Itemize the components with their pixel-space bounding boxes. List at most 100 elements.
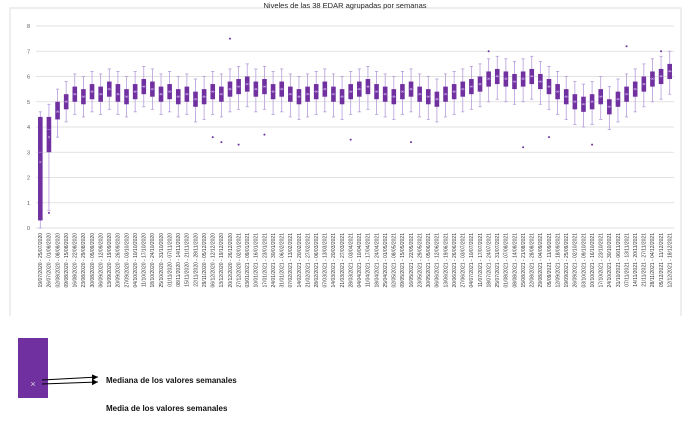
mean-x-marker: × [254,87,257,93]
mean-x-marker: × [73,92,76,98]
mean-x-marker: × [134,89,137,95]
mean-x-marker: × [306,92,309,98]
mean-x-marker: × [211,89,214,95]
x-tick-label: 06/12/2020 - 12/12/2020 [211,233,217,288]
mean-x-marker: × [608,105,611,111]
x-tick-label: 04/07/2021 - 10/07/2021 [469,233,475,288]
y-tick-label: 2 [27,176,30,182]
mean-x-marker: × [513,79,516,85]
x-tick-label: 03/10/2021 - 09/10/2021 [581,233,587,288]
x-tick-label: 19/07/2020 - 25/07/2020 [38,233,44,288]
x-tick-label: 14/11/2021 - 20/11/2021 [633,233,639,287]
mean-x-marker: × [496,74,499,80]
mean-x-marker: × [582,102,585,108]
x-tick-label: 08/11/2020 - 14/11/2020 [176,233,182,287]
mean-x-marker: × [289,92,292,98]
mean-x-marker: × [470,84,473,90]
mean-x-marker: × [573,99,576,105]
mean-x-marker: × [591,99,594,105]
x-tick-label: 25/10/2020 - 31/10/2020 [159,233,165,288]
mean-x-marker: × [203,94,206,100]
chart-frame [9,7,682,316]
x-tick-label: 27/06/2021 - 03/07/2021 [461,233,467,288]
x-tick-label: 25/07/2021 - 31/07/2021 [495,233,501,288]
outlier-point [547,136,550,139]
x-tick-label: 24/10/2021 - 30/10/2021 [607,233,613,288]
mean-x-marker: × [194,97,197,103]
mean-x-marker: × [91,89,94,95]
mean-x-marker: × [237,84,240,90]
mean-x-marker: × [556,89,559,95]
x-tick-label: 18/10/2020 - 24/10/2020 [150,233,156,288]
mean-x-marker: × [616,97,619,103]
mean-x-marker: × [358,87,361,93]
mean-x-marker: × [599,94,602,100]
mean-x-marker: × [366,84,369,90]
mean-x-marker: × [246,82,249,88]
mean-x-marker: × [280,87,283,93]
mean-x-marker: × [444,92,447,98]
x-tick-label: 16/05/2021 - 22/05/2021 [409,233,415,288]
mean-x-marker: × [392,94,395,100]
x-tick-label: 18/07/2021 - 24/07/2021 [486,233,492,288]
x-tick-label: 13/12/2020 - 19/12/2020 [219,233,225,288]
outlier-point [487,50,490,53]
x-tick-label: 26/07/2020 - 01/08/2020 [47,233,53,288]
x-tick-label: 01/11/2020 - 07/11/2020 [167,233,173,287]
mean-x-marker: × [177,94,180,100]
mean-x-marker: × [539,79,542,85]
x-tick-label: 21/11/2021 - 27/11/2021 [642,233,648,287]
outlier-point [349,138,352,141]
x-tick-label: 11/04/2021 - 17/04/2021 [366,233,372,287]
x-tick-label: 04/10/2020 - 10/10/2020 [133,233,139,288]
x-tick-label: 12/12/2021 - 18/12/2021 [667,233,673,288]
x-tick-label: 22/08/2021 - 28/08/2021 [530,233,536,288]
x-tick-label: 21/02/2021 - 27/02/2021 [305,233,311,288]
x-tick-label: 14/02/2021 - 20/02/2021 [297,233,303,288]
x-tick-label: 09/08/2020 - 15/08/2020 [64,233,70,288]
outlier-point [211,136,214,139]
x-tick-label: 02/05/2021 - 08/05/2021 [392,233,398,288]
x-tick-label: 23/05/2021 - 29/05/2021 [417,233,423,288]
x-tick-label: 01/08/2021 - 07/08/2021 [504,233,510,288]
x-tick-label: 20/09/2020 - 26/09/2020 [116,233,122,288]
x-tick-label: 23/08/2020 - 29/08/2020 [81,233,87,288]
mean-x-marker: × [99,92,102,98]
mean-x-marker: × [453,89,456,95]
y-tick-label: 5 [27,100,30,106]
mean-x-marker: × [427,94,430,100]
mean-x-marker: × [151,87,154,93]
outlier-point [220,141,223,144]
mean-x-marker: × [401,89,404,95]
x-tick-label: 18/04/2021 - 24/04/2021 [374,233,380,288]
mean-x-marker: × [435,97,438,103]
x-tick-label: 03/01/2021 - 09/01/2021 [245,233,251,288]
mean-x-marker: × [108,87,111,93]
mean-x-marker: × [522,77,525,83]
mean-x-marker: × [272,89,275,95]
mean-x-marker: × [651,77,654,83]
y-tick-label: 8 [27,24,30,30]
mean-x-marker: × [565,94,568,100]
outlier-point [591,143,594,146]
x-tick-label: 30/08/2020 - 05/09/2020 [90,233,96,288]
x-tick-label: 25/04/2021 - 01/05/2021 [383,233,389,288]
x-tick-label: 04/04/2021 - 10/04/2021 [357,233,363,288]
mean-x-marker: × [504,77,507,83]
outlier-point [237,143,240,146]
y-tick-label: 7 [27,49,30,55]
mean-x-marker: × [384,92,387,98]
mean-x-marker: × [487,77,490,83]
x-tick-label: 19/09/2021 - 25/09/2021 [564,233,570,288]
x-tick-label: 07/03/2021 - 13/03/2021 [323,233,329,288]
chart-title: Niveles de las 38 EDAR agrupadas por sem… [263,1,427,10]
outlier-point [410,141,413,144]
y-tick-label: 3 [27,150,30,156]
outlier-point [263,133,266,136]
mean-x-marker: × [349,89,352,95]
chart-legend: × Mediana de los valores semanales Media… [18,338,237,413]
x-tick-label: 17/10/2021 - 23/10/2021 [599,233,605,288]
x-tick-label: 10/10/2021 - 16/10/2021 [590,233,596,288]
outlier-point [522,146,525,149]
x-tick-label: 08/08/2021 - 14/08/2021 [512,233,518,288]
